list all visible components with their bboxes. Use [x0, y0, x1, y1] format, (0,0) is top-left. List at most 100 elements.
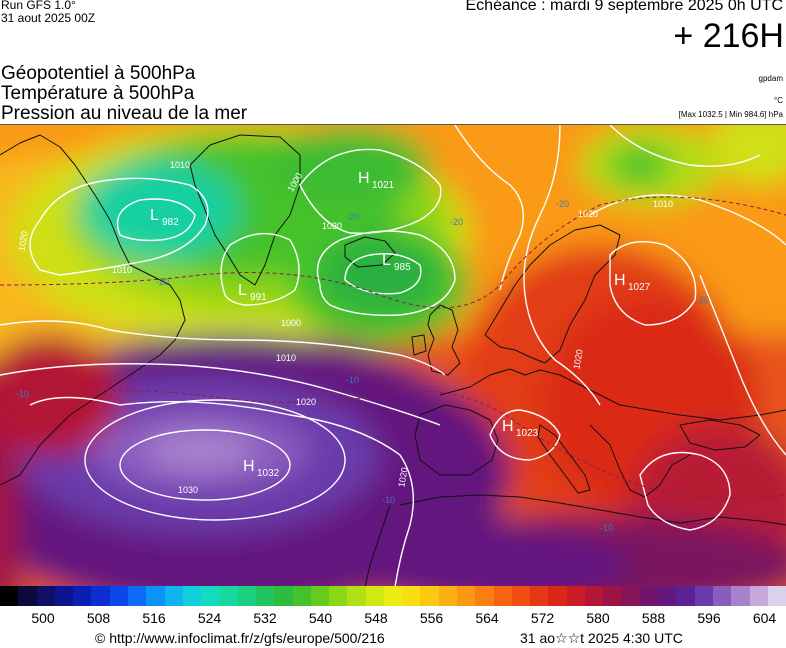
coastline-africa-west: [364, 504, 391, 587]
scale-swatch: [585, 586, 604, 606]
scale-swatch: [109, 586, 128, 606]
scale-swatch: [91, 586, 110, 606]
coastline-north-africa: [399, 494, 786, 526]
low-center-991: L 991: [238, 282, 267, 303]
isotherm-label: -20: [556, 199, 569, 209]
scale-swatch: [767, 586, 786, 606]
isobars: [0, 125, 786, 587]
pressure-center-type: L: [382, 252, 391, 269]
geopotential-field: [0, 125, 786, 587]
run-date: 31 aout 2025 00Z: [1, 11, 96, 25]
scale-swatch: [603, 586, 622, 606]
isotherm-label: -10: [16, 389, 29, 399]
coastline-iceland: [344, 236, 396, 268]
scale-swatch: [274, 586, 293, 606]
layer-title-geopotential: Géopotentiel à 500hPa: [1, 63, 196, 84]
scale-tick-label: 548: [364, 610, 388, 626]
scale-swatch: [402, 586, 421, 606]
pressure-center-type: H: [358, 170, 370, 187]
scale-swatch: [621, 586, 640, 606]
scale-swatch: [347, 586, 366, 606]
scale-swatch: [54, 586, 74, 606]
pressure-center-type: H: [614, 272, 626, 289]
scale-swatch: [18, 586, 37, 606]
scale-swatch: [182, 586, 202, 606]
scale-tick-label: 540: [308, 610, 333, 626]
isobar-label: 1020: [571, 349, 584, 370]
scale-swatch: [310, 586, 330, 606]
unit-geopotential: gpdam: [758, 74, 783, 83]
weather-map: L 982 H 1021 L 985 L 991 H 1027 H 1023: [0, 124, 786, 587]
scale-swatch: [201, 586, 220, 606]
isobar-label: 1010: [653, 199, 673, 209]
isobar-label: 1030: [178, 485, 198, 495]
scale-swatch: [639, 586, 659, 606]
isotherm-label: -10: [346, 375, 359, 385]
scale-swatch: [530, 586, 549, 606]
scale-tick-label: 532: [253, 610, 277, 626]
isotherm-label: -10: [600, 523, 613, 533]
coastlines: [0, 134, 786, 587]
isobar-label: 1010: [276, 353, 296, 363]
source-url[interactable]: © http://www.infoclimat.fr/z/gfs/europe/…: [95, 630, 385, 646]
coastline-black-sea: [679, 419, 761, 451]
pressure-center-value: 1023: [516, 428, 539, 439]
coastline-balkans: [589, 424, 691, 498]
scale-swatch: [676, 586, 695, 606]
scale-tick-label: 580: [586, 610, 610, 626]
scale-swatch: [712, 586, 732, 606]
scale-swatch: [164, 586, 183, 606]
unit-pressure-range: [Max 1032.5 | Min 984.6] hPa: [678, 110, 783, 119]
scale-tick-label: 604: [752, 610, 777, 626]
scale-swatch: [548, 586, 567, 606]
scale-swatch: [292, 586, 311, 606]
coastline-italy: [537, 424, 591, 494]
isotherm-label: -20: [346, 212, 359, 222]
scale-swatch: [658, 586, 677, 606]
high-center-1027: H 1027: [614, 272, 651, 293]
layer-title-temperature: Température à 500hPa: [1, 83, 195, 104]
low-center-982: L 982: [150, 207, 179, 228]
map-canvas: L 982 H 1021 L 985 L 991 H 1027 H 1023: [0, 125, 786, 587]
isobar-label: 1010: [170, 160, 190, 170]
coastline-europe: [439, 368, 786, 421]
scale-swatch: [237, 586, 256, 606]
scale-tick-label: 508: [86, 610, 111, 626]
scale-tick-label: 524: [197, 610, 222, 626]
scale-swatch: [73, 586, 92, 606]
scale-tick-label: 588: [641, 610, 666, 626]
scale-tick-label: 500: [31, 610, 55, 626]
model-name: Run GFS 1.0°: [1, 0, 76, 12]
isobar-labels: 1010 1020 1010 1000 1010 1020 1030 1020 …: [16, 160, 673, 495]
lead-time: + 216H: [673, 17, 784, 55]
high-center-1021: H 1021: [358, 170, 395, 191]
pressure-center-type: H: [502, 418, 514, 435]
scale-swatch: [749, 586, 768, 606]
scale-tick-label: 572: [530, 610, 555, 626]
scale-tick-label: 596: [697, 610, 721, 626]
isobar-label: 1020: [578, 209, 598, 219]
scale-tick-label: 516: [142, 610, 166, 626]
scale-tick-label: 556: [419, 610, 444, 626]
generation-date: 31 ao☆☆t 2025 4:30 UTC: [520, 630, 683, 646]
isobar-label: 1020: [16, 230, 29, 251]
scale-swatch: [493, 586, 512, 606]
high-center-1023: H 1023: [502, 418, 539, 439]
isobar-label: 1020: [296, 397, 316, 407]
low-center-985: L 985: [382, 252, 411, 273]
scale-swatch: [457, 586, 476, 606]
coastline-north-america: [0, 134, 186, 486]
scale-swatch: [383, 586, 403, 606]
pressure-center-type: H: [243, 458, 255, 475]
isobar-label: 1020: [322, 221, 342, 231]
pressure-center-type: L: [150, 207, 159, 224]
isobar-label: 1010: [112, 265, 132, 275]
scale-swatch: [566, 586, 585, 606]
scale-swatch: [146, 586, 165, 606]
scale-swatch: [694, 586, 713, 606]
scale-swatch: [511, 586, 531, 606]
pressure-centers: L 982 H 1021 L 985 L 991 H 1027 H 1023: [150, 170, 651, 479]
coastline-british-isles: [411, 304, 461, 376]
valid-time: Echéance : mardi 9 septembre 2025 0h UTC: [465, 0, 784, 14]
isotherm-label: -20: [696, 295, 709, 305]
